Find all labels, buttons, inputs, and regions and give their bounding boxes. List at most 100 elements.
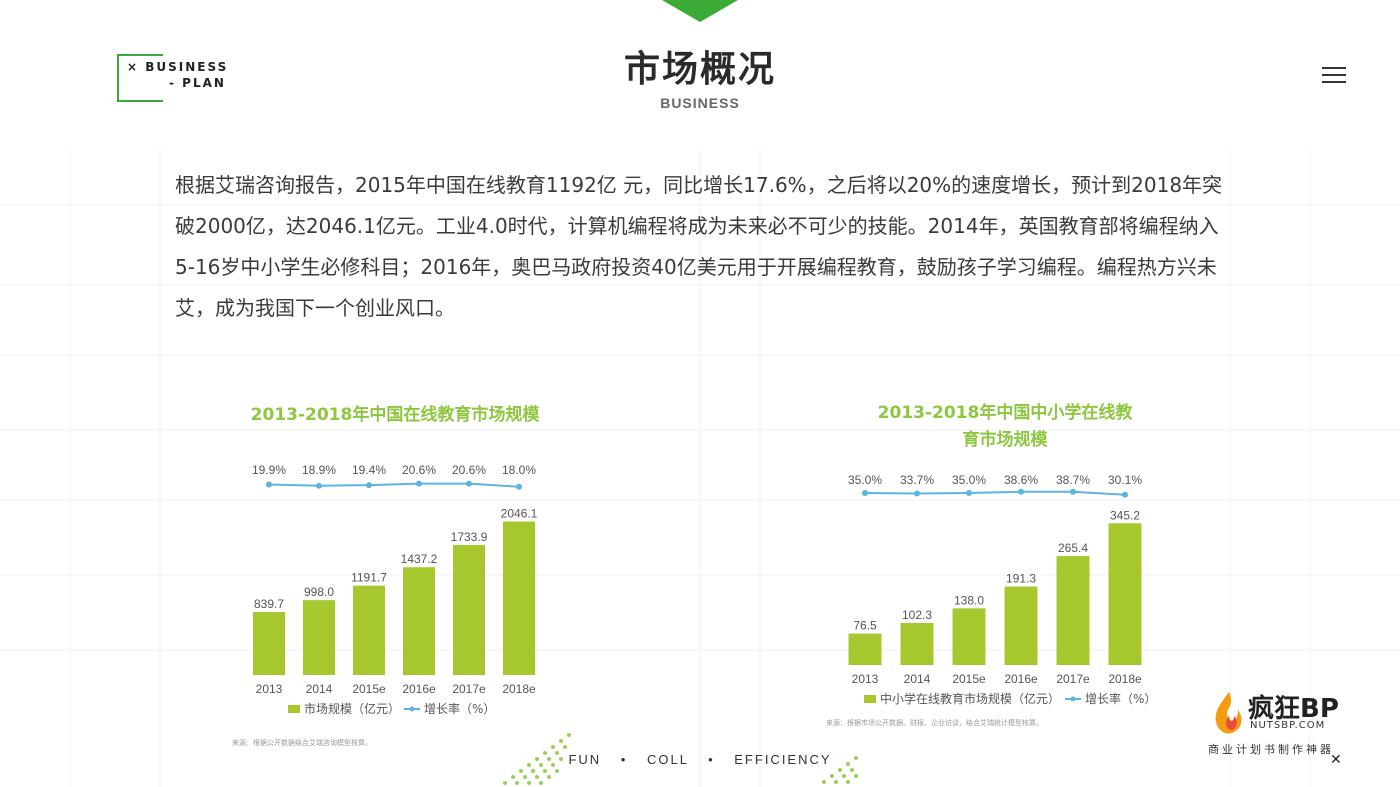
bar-value-label: 345.2 [1110,508,1140,522]
x-tick-label: 2017e [1056,672,1090,686]
x-tick-label: 2013 [256,682,283,696]
menu-icon[interactable] [1322,67,1346,87]
legend-line-label: 增长率（%） [1085,691,1156,706]
brand-name: 疯狂BP [1248,694,1339,724]
chart2-title-line2: 育市场规模 [962,430,1048,450]
bar [353,585,385,675]
brand-site: NUTSBP.COM [1250,720,1326,731]
growth-rate-point [914,490,920,497]
x-tick-label: 2015e [352,682,386,696]
legend-line-label: 增长率（%） [424,701,495,716]
footer-tagline: FUN • COLL • EFFICIENCY [0,752,1400,767]
leaf-decoration-right [822,756,858,784]
growth-rate-point [1122,491,1128,498]
bar [1108,523,1142,665]
bar [848,633,882,665]
footer-item-efficiency: EFFICIENCY [734,752,832,767]
rate-value-label: 19.4% [352,463,386,477]
bar [900,623,934,665]
bar [1056,556,1090,665]
nutsbp-brand: 疯狂BP NUTSBP.COM 商业计划书制作神器 ✕ [1208,688,1368,768]
legend-bar-label: 中小学在线教育市场规模（亿元） [880,691,1060,706]
x-tick-label: 2014 [904,672,931,686]
page-subtitle: BUSINESS [660,95,740,111]
x-tick-label: 2013 [852,672,879,686]
rate-value-label: 35.0% [848,473,882,487]
rate-value-label: 19.9% [252,463,286,477]
bar [1004,586,1038,665]
x-tick-label: 2016e [1004,672,1038,686]
bar-value-label: 138.0 [954,593,984,607]
logo-bracket [117,54,163,102]
chart2-title-line1: 2013-2018年中国中小学在线教 [877,403,1133,423]
leaf-decoration-left [503,733,571,785]
x-tick-label: 2014 [306,682,333,696]
growth-rate-point [366,482,372,489]
legend-line-marker [1070,696,1076,702]
bar-value-label: 2046.1 [501,507,538,521]
growth-rate-point [516,483,522,490]
growth-rate-line [864,490,1126,496]
growth-rate-point [1070,488,1076,495]
growth-rate-point [1018,488,1024,495]
chart1-source: 来源：根据公开数据结合艾瑞咨询模型核算。 [232,739,372,747]
bar [253,612,285,675]
bar [303,600,335,675]
bar [952,608,986,665]
rate-value-label: 20.6% [452,463,486,477]
rate-value-label: 35.0% [952,473,986,487]
x-tick-label: 2016e [402,682,436,696]
legend-line-marker [409,706,415,712]
growth-rate-point [416,480,422,487]
logo-line-2: - PLAN [169,76,226,90]
page-title: 市场概况 [623,49,776,90]
footer-dot: • [620,752,628,767]
footer-dot: • [708,752,715,767]
bar-value-label: 839.7 [254,597,284,611]
growth-rate-point [966,490,972,496]
bar-value-label: 1437.2 [401,552,438,566]
growth-rate-point [266,481,272,488]
logo-line-1: × BUSINESS [127,60,229,74]
footer-item-fun: FUN [568,752,602,767]
chart2-source: 来源：根据市场公开数据、财报、企业访谈，结合艾瑞统计模型核算。 [826,719,1043,727]
legend-bar-swatch [864,695,876,703]
bar [453,544,485,675]
growth-rate-point [316,482,322,489]
bar-value-label: 76.5 [853,619,877,633]
x-tick-label: 2018e [502,682,536,696]
footer-item-coll: COLL [646,752,689,767]
x-tick-label: 2018e [1108,672,1142,686]
brand-tagline: 商业计划书制作神器 [1208,743,1334,756]
close-icon[interactable]: ✕ [1330,752,1342,768]
chart2-title: 2013-2018年中国中小学在线教 育市场规模 [860,400,1150,454]
bar [403,567,435,675]
growth-rate-point [862,490,868,496]
chart1-svg: 839.7 2013 19.9% 998.0 2014 18.9% 1191.7 2015e 1… [252,463,538,716]
growth-rate-point [466,480,472,487]
chart1-title: 2013-2018年中国在线教育市场规模 [250,405,540,425]
top-triangle-decoration [662,0,738,22]
x-tick-label: 2017e [452,682,486,696]
bar-value-label: 998.0 [304,585,334,599]
x-tick-label: 2015e [952,672,986,686]
rate-value-label: 18.0% [502,463,536,477]
rate-value-label: 18.9% [302,463,336,477]
legend-bar-swatch [288,705,300,713]
bar-value-label: 191.3 [1006,571,1036,585]
bar-value-label: 102.3 [902,608,932,622]
rate-value-label: 38.6% [1004,473,1038,487]
bar-value-label: 1733.9 [451,530,488,544]
flame-icon [1215,692,1242,734]
rate-value-label: 30.1% [1108,473,1142,487]
bar-value-label: 1191.7 [351,571,387,585]
legend-bar-label: 市场规模（亿元） [304,701,400,716]
growth-rate-line [268,482,520,488]
intro-paragraph: 根据艾瑞咨询报告，2015年中国在线教育1192亿 元，同比增长17.6%，之后… [175,173,1223,320]
rate-value-label: 20.6% [402,463,436,477]
rate-value-label: 33.7% [900,473,934,487]
business-plan-logo: × BUSINESS - PLAN [117,54,237,102]
chart2-svg: 76.5 2013 35.0% 102.3 2014 33.7% 138.0 2015e 35.… [848,473,1156,706]
bar-value-label: 265.4 [1058,541,1088,555]
